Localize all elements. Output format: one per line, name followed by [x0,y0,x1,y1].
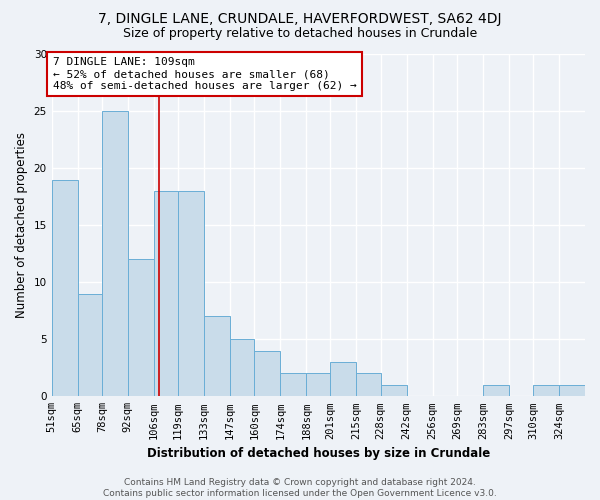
Bar [356,374,380,396]
Bar [77,294,102,397]
Bar [52,180,77,396]
Bar [178,191,204,396]
Bar [331,362,356,396]
Bar [204,316,230,396]
Bar [483,385,509,396]
Bar [306,374,331,396]
Text: Contains HM Land Registry data © Crown copyright and database right 2024.
Contai: Contains HM Land Registry data © Crown c… [103,478,497,498]
Bar [380,385,407,396]
X-axis label: Distribution of detached houses by size in Crundale: Distribution of detached houses by size … [147,447,490,460]
Bar [128,260,154,396]
Y-axis label: Number of detached properties: Number of detached properties [15,132,28,318]
Bar [254,350,280,397]
Bar [280,374,306,396]
Text: Size of property relative to detached houses in Crundale: Size of property relative to detached ho… [123,28,477,40]
Text: 7 DINGLE LANE: 109sqm
← 52% of detached houses are smaller (68)
48% of semi-deta: 7 DINGLE LANE: 109sqm ← 52% of detached … [53,58,356,90]
Bar [230,340,254,396]
Bar [102,111,128,397]
Bar [154,191,178,396]
Bar [533,385,559,396]
Bar [559,385,585,396]
Text: 7, DINGLE LANE, CRUNDALE, HAVERFORDWEST, SA62 4DJ: 7, DINGLE LANE, CRUNDALE, HAVERFORDWEST,… [98,12,502,26]
